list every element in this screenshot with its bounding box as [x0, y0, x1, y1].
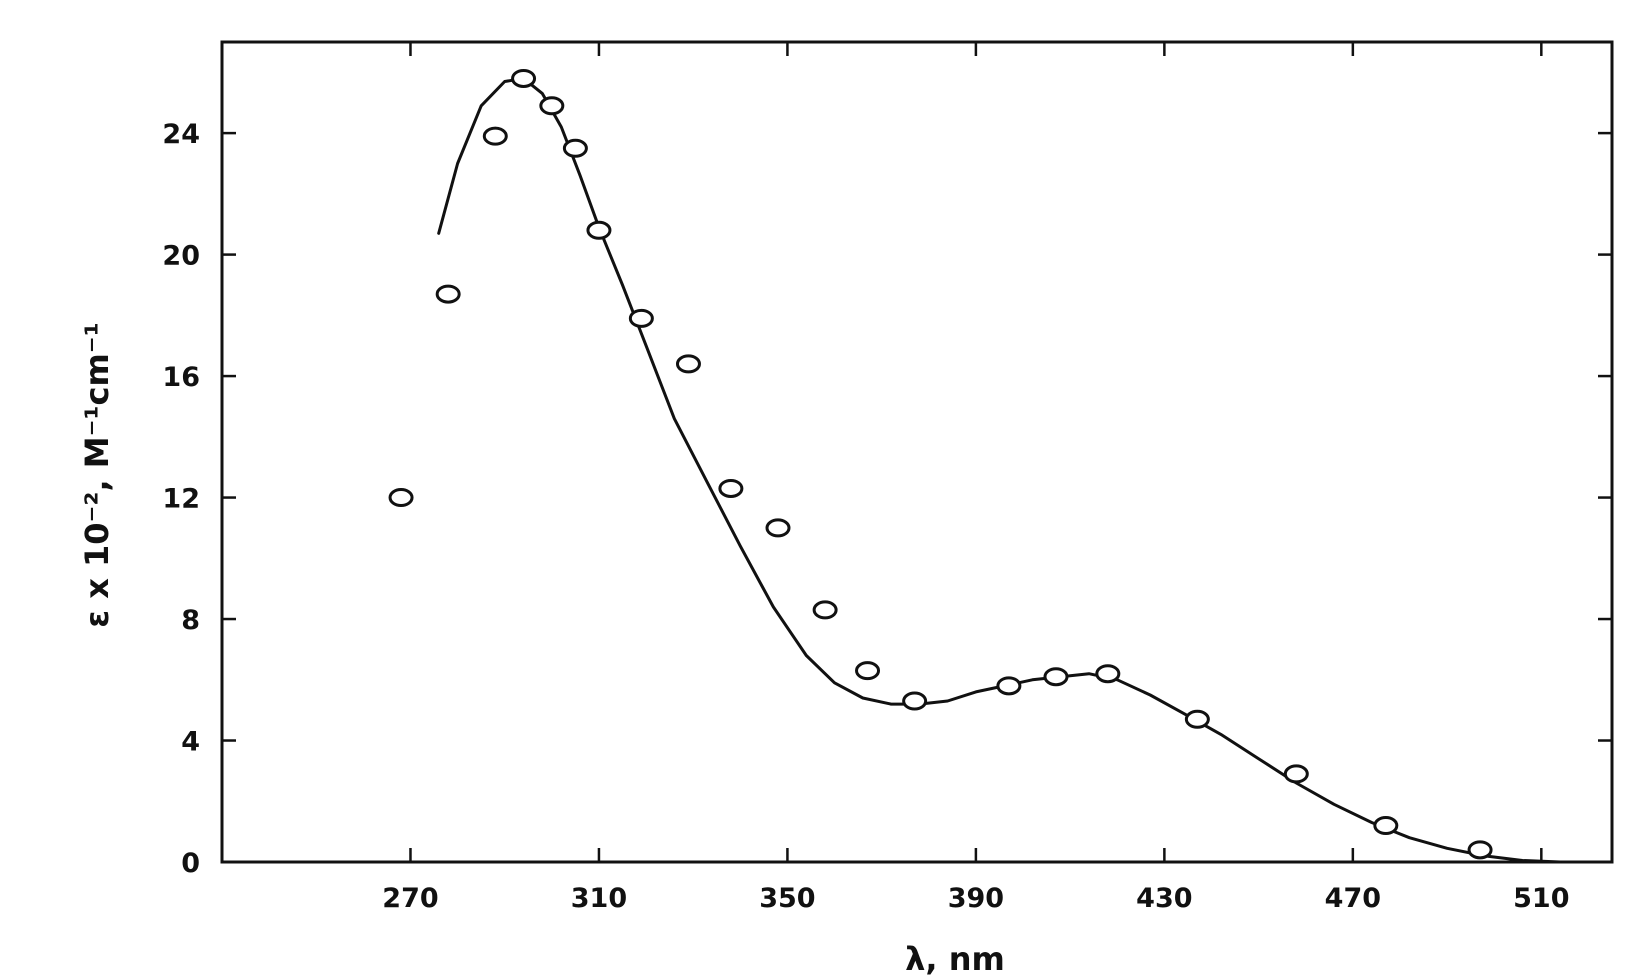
data-point — [388, 488, 414, 508]
plot-frame — [220, 40, 1614, 864]
x-axis-label: λ, nm — [905, 940, 1005, 975]
fitted-curve — [437, 76, 1562, 864]
y-axis-ticks: 0 4 8 12 16 20 24 — [162, 119, 1612, 879]
data-point — [855, 661, 881, 681]
y-tick-label: 12 — [162, 484, 200, 515]
data-point — [586, 220, 612, 240]
data-point — [675, 354, 701, 374]
data-point — [718, 478, 744, 498]
x-tick-label: 430 — [1136, 883, 1192, 914]
data-point — [562, 138, 588, 158]
data-point — [511, 68, 537, 88]
data-point — [1373, 816, 1399, 836]
y-axis-label: ε x 10⁻², M⁻¹cm⁻¹ — [78, 322, 116, 627]
data-point — [1283, 764, 1309, 784]
data-point — [539, 96, 565, 116]
y-tick-label: 0 — [181, 848, 200, 879]
y-tick-label: 16 — [162, 362, 200, 393]
x-tick-label: 470 — [1325, 883, 1381, 914]
x-axis-ticks: 270 310 350 390 430 470 510 — [382, 42, 1570, 914]
data-point — [765, 518, 791, 538]
data-point — [902, 691, 928, 711]
data-point — [1467, 840, 1493, 860]
x-tick-label: 510 — [1513, 883, 1569, 914]
y-tick-label: 4 — [181, 727, 200, 758]
data-point — [812, 600, 838, 620]
y-tick-label: 20 — [162, 241, 200, 272]
data-point — [435, 284, 461, 304]
x-tick-label: 270 — [382, 883, 438, 914]
y-tick-label: 24 — [162, 119, 200, 150]
x-tick-label: 350 — [759, 883, 815, 914]
data-point — [1184, 709, 1210, 729]
data-point — [482, 126, 508, 146]
x-tick-label: 390 — [948, 883, 1004, 914]
data-point — [996, 676, 1022, 696]
series-layer — [388, 68, 1562, 864]
data-point — [1043, 667, 1069, 687]
data-point — [628, 308, 654, 328]
data-point — [1095, 664, 1121, 684]
y-tick-label: 8 — [181, 605, 200, 636]
x-tick-label: 310 — [571, 883, 627, 914]
